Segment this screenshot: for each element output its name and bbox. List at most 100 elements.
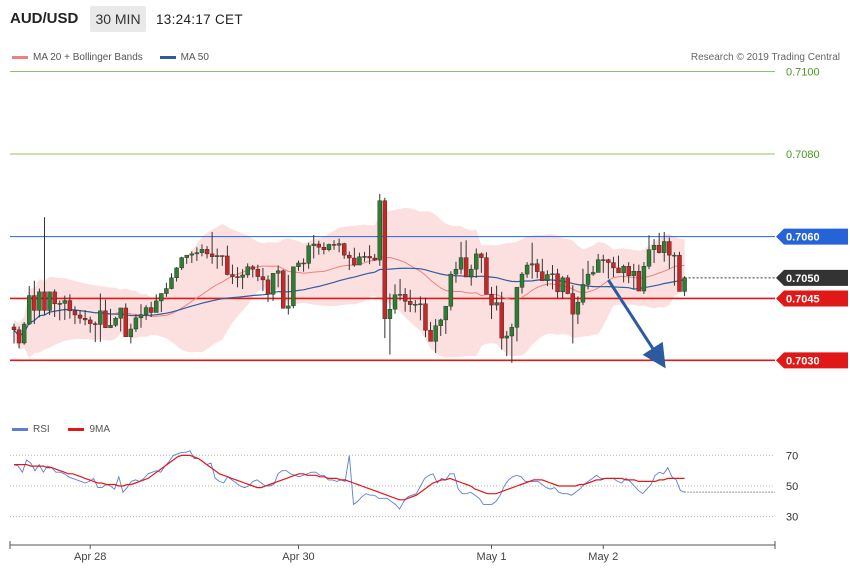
time-tick-label: Apr 28 [74, 551, 106, 563]
candle [52, 289, 57, 318]
candle [489, 286, 494, 320]
candle [57, 300, 62, 321]
candle-body [418, 303, 423, 306]
candles-layer [11, 194, 687, 363]
candle [682, 276, 687, 296]
rsi-tick-30: 30 [786, 512, 798, 524]
candle [372, 253, 377, 261]
rsi-panel: 70 50 30 [10, 450, 798, 524]
candle [504, 331, 509, 357]
candle-body [611, 262, 616, 269]
candle-body [67, 300, 73, 312]
rsi-line [13, 450, 685, 510]
candle-body [159, 293, 164, 302]
candle [214, 248, 220, 269]
time-tick-label: May 1 [477, 551, 507, 563]
candle-body [306, 245, 311, 264]
candle-body [336, 243, 342, 246]
candle-body [42, 291, 47, 311]
ma9-swatch [68, 427, 85, 431]
rsi-ma9-line [14, 454, 685, 501]
rsi-tick-50: 50 [786, 481, 798, 493]
candle [367, 245, 372, 265]
candle-body [108, 325, 113, 328]
candle-body [265, 279, 271, 295]
candle-body [72, 310, 78, 316]
candle [469, 264, 474, 286]
candle-body [93, 323, 98, 325]
candle [199, 244, 205, 257]
price-label-layer: 0.7100 0.7080 0.7060 0.7050 0.7045 0.7030 [776, 67, 848, 369]
candle-body [606, 259, 611, 263]
candle-body [11, 326, 17, 331]
candle [377, 194, 382, 266]
candle-body [565, 277, 570, 294]
candle-body [489, 294, 494, 306]
candle [631, 263, 636, 289]
legend-rsi: RSI [12, 424, 50, 435]
candle [656, 232, 662, 254]
candle-body [347, 254, 352, 259]
candle [433, 319, 438, 353]
candle [82, 310, 88, 326]
time-tick-label: May 2 [588, 551, 618, 563]
candle-body [504, 335, 509, 339]
candle-body [82, 318, 88, 321]
candle-body [138, 314, 144, 319]
time-tick-label: Apr 30 [282, 551, 314, 563]
candle [93, 321, 98, 343]
candle-body [154, 300, 159, 313]
candle-body [433, 325, 438, 342]
candle-body [286, 305, 291, 309]
candle [458, 241, 464, 275]
candle-body [362, 256, 367, 258]
candle-body [423, 303, 428, 331]
candle-body [240, 274, 245, 278]
candle [443, 305, 448, 334]
candle [301, 258, 306, 272]
candle-body [575, 301, 581, 315]
candle [286, 274, 291, 315]
candle-body [296, 262, 301, 267]
rsi-legend: RSI 9MA [12, 424, 126, 435]
candle-body [616, 267, 621, 274]
candle [67, 294, 73, 319]
candle [438, 318, 443, 337]
candle [570, 285, 575, 344]
candle [392, 284, 398, 314]
candle [448, 271, 454, 311]
candle-body [169, 277, 174, 289]
candle [11, 323, 17, 344]
candle-body [494, 302, 499, 306]
candle-body [316, 243, 321, 248]
candle [316, 240, 321, 255]
candle-body [311, 243, 316, 246]
candle [275, 265, 281, 288]
candle-body [463, 257, 469, 278]
candle [291, 266, 296, 309]
time-axis: Apr 28 Apr 30 May 1 May 2 [9, 541, 776, 563]
candle [662, 232, 667, 262]
price-tag-0.7050: 0.7050 [776, 269, 848, 286]
candle [138, 304, 144, 328]
candle [16, 326, 22, 349]
candle-body [281, 270, 286, 309]
candle-body [443, 306, 448, 321]
candle [641, 262, 647, 294]
candle-body [103, 310, 108, 328]
candle [590, 265, 596, 276]
candle [621, 264, 626, 283]
candle-body [148, 307, 154, 313]
candle [42, 217, 47, 315]
candle [123, 303, 128, 338]
candle [270, 273, 276, 301]
candle [169, 273, 174, 290]
candle-body [275, 270, 281, 274]
candle [580, 268, 586, 306]
candle [174, 267, 179, 282]
timeframe-button[interactable]: 30 MIN [90, 6, 146, 32]
candle [524, 262, 530, 278]
candle [87, 316, 93, 333]
candle [606, 258, 611, 279]
